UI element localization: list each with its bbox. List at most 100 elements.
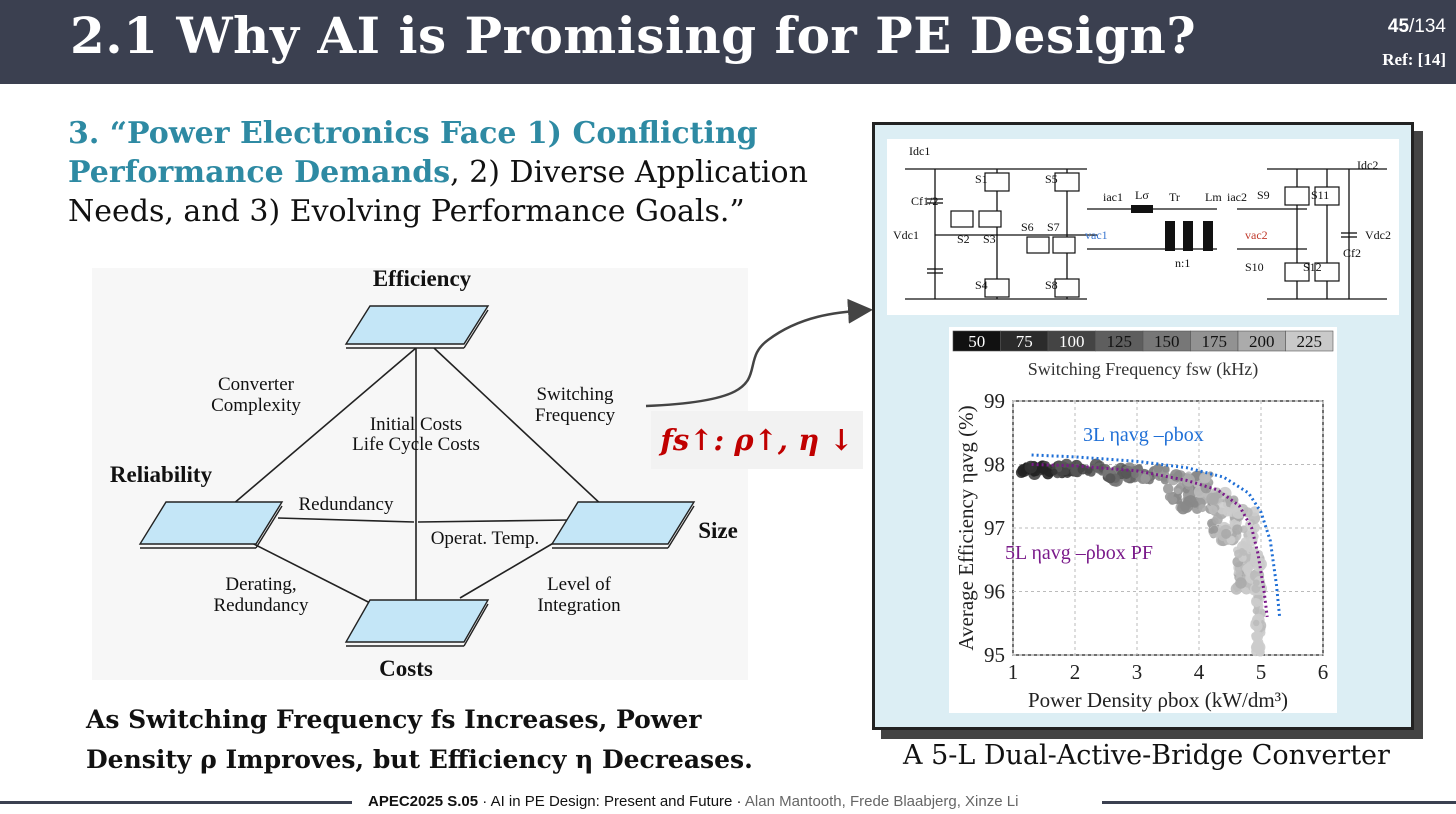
scatter-point (1252, 598, 1262, 608)
figure-caption: A 5-L Dual-Active-Bridge Converter (903, 740, 1390, 771)
scatter-point (1222, 506, 1233, 517)
scatter-point (1235, 569, 1243, 577)
quote-text: 3. “Power Electronics Face 1) Conflictin… (68, 114, 808, 231)
scatter-point (1037, 462, 1049, 474)
conclusion-line-2: Density ρ Improves, but Efficiency η Dec… (86, 745, 753, 774)
scatter-point (1253, 619, 1260, 627)
edge-label-initial-costs: Initial Costs (369, 414, 463, 435)
scatter-point (1184, 473, 1192, 480)
scatter-point (1169, 469, 1183, 482)
scatter-point (1238, 547, 1245, 555)
scatter-point (1162, 465, 1170, 473)
scatter-point (1061, 467, 1070, 476)
colorbar-tick-label: 225 (1297, 332, 1323, 351)
scatter-point (1153, 463, 1163, 474)
tradeoff-diagram: Efficiency Reliability Size Costs Conver… (92, 267, 748, 681)
scatter-point (1140, 473, 1151, 484)
svg-text:Cf1/2: Cf1/2 (911, 194, 938, 208)
series-label-1: 3L ηavg –ρbox (1083, 424, 1204, 446)
svg-text:vac1: vac1 (1085, 228, 1108, 242)
footer-separator: · (478, 793, 491, 810)
scatter-point (1208, 527, 1215, 534)
scatter-point (1174, 488, 1182, 495)
colorbar-tick-label: 175 (1202, 332, 1228, 351)
svg-text:Idc2: Idc2 (1357, 158, 1378, 172)
edge-label-redundancy: Redundancy (298, 494, 394, 515)
scatter-point (1200, 482, 1212, 494)
conclusion-line-1: As Switching Frequency fs Increases, Pow… (86, 705, 702, 734)
svg-text:S6: S6 (1021, 220, 1034, 234)
svg-text:Lσ: Lσ (1135, 188, 1149, 202)
formula-box: fs↑: ρ↑, η ↓ (651, 411, 863, 469)
scatter-point (1250, 552, 1261, 563)
svg-text:Vdc2: Vdc2 (1365, 228, 1391, 242)
svg-text:S8: S8 (1045, 278, 1058, 292)
svg-text:Tr: Tr (1169, 190, 1180, 204)
x-tick-label: 2 (1070, 660, 1081, 684)
scatter-point (1210, 492, 1220, 502)
y-tick-label: 96 (984, 580, 1005, 604)
svg-text:S2: S2 (957, 232, 970, 246)
footer-rule-left (0, 801, 352, 804)
x-tick-label: 1 (1008, 660, 1019, 684)
circuit-schematic: Idc1 Vdc1 Cf1/2 S1 S5 S2 S3 S6 S7 S4 S8 iac1… (887, 139, 1399, 315)
scatter-point (1105, 466, 1113, 474)
page-total: /134 (1409, 16, 1446, 37)
edge-reliability-size-a (277, 517, 415, 523)
reference-label: Ref: [14] (1382, 50, 1446, 69)
scatter-point (1131, 471, 1139, 479)
scatter-point (1055, 465, 1063, 473)
svg-text:Cf2: Cf2 (1343, 246, 1361, 260)
quote-highlight: 3. “Power Electronics Face 1) Conflictin… (68, 116, 758, 190)
quote-rest: , 2) Diverse Application Needs, and 3) E… (68, 155, 808, 229)
scatter-point (1085, 466, 1093, 474)
scatter-point (1240, 537, 1251, 547)
edge-size-costs (459, 537, 563, 599)
svg-text:iac1: iac1 (1103, 190, 1123, 204)
svg-text:S9: S9 (1257, 188, 1270, 202)
scatter-point (1221, 528, 1232, 539)
footer-event: APEC2025 S.05 (368, 793, 479, 810)
scatter-point (1162, 483, 1174, 495)
footer-rule-right (1102, 801, 1456, 804)
svg-text:iac2: iac2 (1227, 190, 1247, 204)
colorbar-tick-label: 150 (1154, 332, 1180, 351)
scatter-point (1212, 514, 1223, 525)
svg-text:S1: S1 (975, 172, 988, 186)
x-tick-label: 6 (1318, 660, 1329, 684)
svg-text:S4: S4 (975, 278, 988, 292)
x-tick-label: 3 (1132, 660, 1143, 684)
edge-label-life-cycle-costs: Life Cycle Costs (352, 434, 480, 455)
scatter-point (1160, 476, 1170, 485)
scatter-point (1198, 504, 1207, 513)
edge-label-derating-redundancy: Derating, Redundancy (213, 574, 309, 616)
efficiency-chart: 50 75 100 125 150 175 200 225 Switching Frequenc… (949, 327, 1337, 713)
scatter-point (1232, 505, 1245, 519)
scatter-point (1232, 524, 1243, 535)
node-size-plate (550, 501, 696, 545)
scatter-point (1024, 460, 1038, 474)
node-costs-plate (344, 599, 490, 643)
page-current: 45 (1387, 16, 1410, 37)
edge-reliability-size-b (417, 519, 571, 523)
colorbar-tick-label: 75 (1016, 332, 1033, 351)
node-reliability-label: Reliability (109, 462, 213, 487)
svg-text:vac2: vac2 (1245, 228, 1268, 242)
node-reliability-plate (138, 501, 284, 545)
y-tick-label: 97 (984, 516, 1005, 540)
scatter-point (1251, 646, 1261, 657)
colorbar-tick-label: 125 (1107, 332, 1133, 351)
scatter-point (1208, 505, 1218, 515)
edge-reliability-costs (241, 537, 381, 609)
y-tick-label: 95 (984, 643, 1005, 667)
node-costs-label: Costs (379, 656, 433, 681)
footer: APEC2025 S.05 · AI in PE Design: Present… (368, 793, 1018, 810)
y-tick-label: 98 (984, 453, 1005, 477)
node-size-label: Size (698, 518, 738, 543)
y-axis-label: Average Efficiency ηavg (%) (954, 405, 978, 650)
formula-text: fs↑: ρ↑, η ↓ (660, 423, 854, 457)
edge-label-level-of-integration: Level of Integration (537, 574, 621, 616)
colorbar-cell (1285, 330, 1334, 352)
x-tick-label: 5 (1256, 660, 1267, 684)
edge-label-converter-complexity: Converter Complexity (211, 374, 301, 416)
